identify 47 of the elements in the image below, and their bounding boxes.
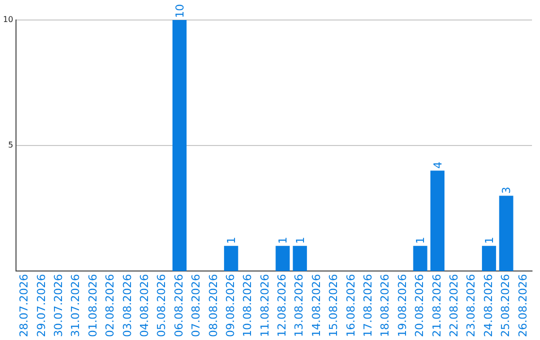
x-tick-label: 04.08.2026: [138, 274, 151, 338]
data-label: 3: [500, 186, 514, 194]
bar: [482, 246, 496, 272]
data-label: 1: [276, 236, 290, 244]
data-label: 1: [225, 236, 238, 244]
bar: [499, 196, 514, 272]
x-tick-label: 25.08.2026: [499, 274, 512, 338]
bar: [292, 246, 307, 272]
data-label: 1: [294, 236, 307, 244]
x-tick-label: 05.08.2026: [155, 274, 168, 338]
bar: [413, 246, 428, 272]
x-tick-label: 01.08.2026: [86, 274, 100, 338]
data-label: 1: [414, 236, 428, 244]
x-tick-label: 09.08.2026: [224, 274, 237, 338]
x-tick-label: 23.08.2026: [464, 274, 478, 338]
x-tick-label: 17.08.2026: [362, 274, 375, 338]
x-tick-label: 11.08.2026: [258, 274, 272, 338]
x-tick-label: 02.08.2026: [104, 274, 117, 338]
bar: [276, 246, 290, 272]
x-tick-label: 08.08.2026: [206, 274, 220, 338]
x-tick-label: 20.08.2026: [413, 274, 426, 338]
x-tick-label: 12.08.2026: [276, 274, 289, 338]
x-tick-label: 28.07.2026: [18, 274, 31, 338]
x-tick-label: 29.07.2026: [34, 274, 48, 338]
x-tick-label: 24.08.2026: [482, 274, 495, 338]
y-tick-label: 5: [8, 140, 14, 150]
x-tick-label: 30.07.2026: [52, 274, 66, 338]
x-tick-label: 03.08.2026: [120, 274, 134, 338]
x-tick-label: 31.07.2026: [69, 274, 82, 338]
x-tick-label: 15.08.2026: [327, 274, 340, 338]
bar: [430, 170, 444, 272]
x-tick-label: 14.08.2026: [310, 274, 323, 338]
bar: [224, 246, 238, 272]
x-tick-label: 07.08.2026: [190, 274, 203, 338]
x-tick-label: 16.08.2026: [344, 274, 358, 338]
x-tick-label: 18.08.2026: [378, 274, 392, 338]
x-tick-label: 13.08.2026: [292, 274, 306, 338]
data-label: 4: [431, 162, 444, 169]
x-tick-label: 22.08.2026: [447, 274, 460, 338]
x-tick-label: 19.08.2026: [396, 274, 409, 338]
data-label: 1: [483, 236, 496, 244]
x-tick-label: 06.08.2026: [172, 274, 186, 338]
data-label: 10: [174, 4, 187, 18]
x-tick-label: 10.08.2026: [241, 274, 254, 338]
bar: [172, 20, 187, 272]
x-tick-label: 21.08.2026: [430, 274, 444, 338]
x-tick-label: 26.08.2026: [516, 274, 530, 338]
